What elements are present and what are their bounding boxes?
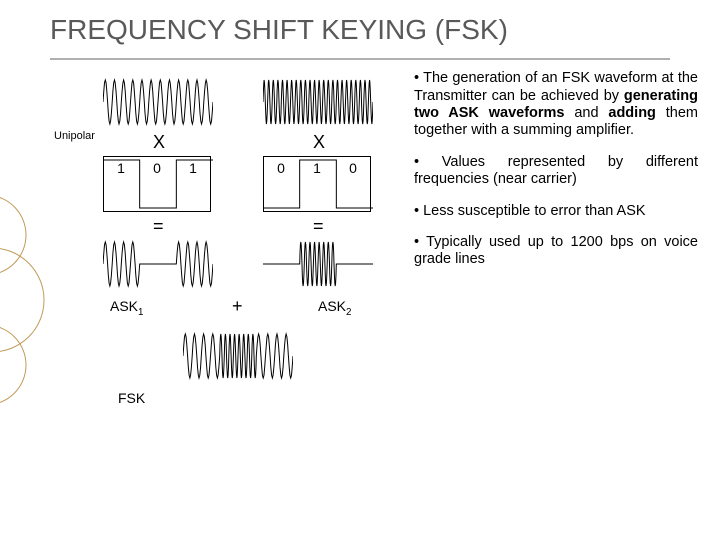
bit: 0 xyxy=(139,160,175,176)
carrier-low-wave xyxy=(103,74,213,130)
equals-symbol-2: = xyxy=(313,216,324,237)
ask1-sub: 1 xyxy=(138,307,143,318)
p1-b2: adding xyxy=(608,105,656,121)
content-area: Unipolar X X 1 0 1 0 1 0 = = ASK1 + ASK2 xyxy=(0,60,720,540)
bits-right: 0 1 0 xyxy=(263,160,371,176)
ask2-sub: 2 xyxy=(346,307,351,318)
bit: 1 xyxy=(103,160,139,176)
equals-symbol-1: = xyxy=(153,216,164,237)
ask1-text: ASK xyxy=(110,298,138,314)
ask2-label: ASK2 xyxy=(318,298,351,318)
ask1-label: ASK1 xyxy=(110,298,143,318)
bits-left: 1 0 1 xyxy=(103,160,211,176)
carrier-high-wave xyxy=(263,74,373,130)
bit: 1 xyxy=(299,160,335,176)
bit: 0 xyxy=(263,160,299,176)
para-2: • Values represented by different freque… xyxy=(414,154,698,189)
ask1-wave xyxy=(103,236,213,292)
para-4: • Typically used up to 1200 bps on voice… xyxy=(414,234,698,269)
ask2-text: ASK xyxy=(318,298,346,314)
fsk-wave xyxy=(183,328,293,384)
diagram-area: Unipolar X X 1 0 1 0 1 0 = = ASK1 + ASK2 xyxy=(18,70,408,530)
page-title: FREQUENCY SHIFT KEYING (FSK) xyxy=(0,0,720,56)
plus-symbol: + xyxy=(232,296,243,317)
bit: 1 xyxy=(175,160,211,176)
para-3: • Less susceptible to error than ASK xyxy=(414,203,698,220)
ask2-wave xyxy=(263,236,373,292)
bit: 0 xyxy=(335,160,371,176)
multiply-symbol-2: X xyxy=(313,132,325,153)
multiply-symbol-1: X xyxy=(153,132,165,153)
unipolar-label: Unipolar xyxy=(54,130,95,142)
fsk-label: FSK xyxy=(118,390,145,406)
para-1: • The generation of an FSK waveform at t… xyxy=(414,70,698,140)
p1-c: and xyxy=(565,105,609,121)
text-column: • The generation of an FSK waveform at t… xyxy=(408,70,698,530)
